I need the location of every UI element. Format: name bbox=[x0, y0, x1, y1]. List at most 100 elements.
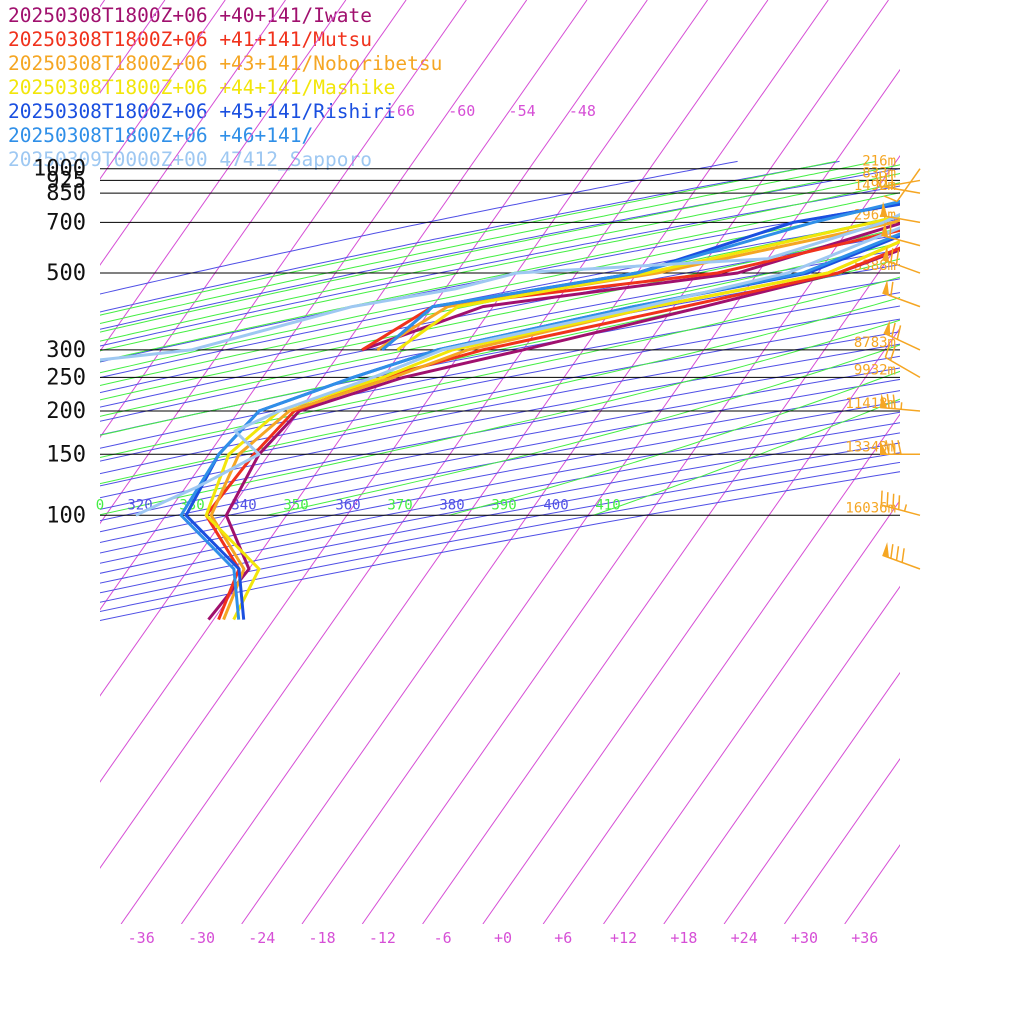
wind-barb bbox=[883, 320, 921, 351]
moist-adiabat-line bbox=[592, 398, 900, 516]
dry-adiabat-line bbox=[100, 343, 900, 499]
dry-adiabat-line bbox=[100, 305, 900, 462]
moist-adiabat-line bbox=[100, 160, 836, 316]
theta-label: 0 bbox=[96, 497, 104, 513]
wind-barb-staff bbox=[880, 179, 921, 189]
wind-barb bbox=[880, 393, 921, 412]
wind-barb bbox=[883, 168, 921, 203]
theta-label: 340 bbox=[231, 497, 256, 513]
isotherm-line bbox=[603, 499, 900, 924]
isobars bbox=[100, 168, 900, 516]
wind-barb-staff bbox=[881, 234, 921, 247]
wind-barb-flag bbox=[901, 548, 905, 563]
dewpoint-line bbox=[396, 214, 900, 352]
isotherm-line bbox=[663, 585, 900, 924]
moist-adiabat-line bbox=[100, 276, 900, 459]
wind-barb-flag bbox=[874, 173, 882, 188]
height-label: 833m bbox=[862, 165, 896, 181]
wind-barb bbox=[874, 173, 921, 189]
moist-adiabat-line bbox=[100, 160, 877, 325]
dry-adiabat-line bbox=[100, 264, 900, 422]
wind-barb-flag bbox=[897, 440, 902, 455]
height-label: 8783m bbox=[854, 335, 896, 351]
wind-barb-pennant bbox=[882, 279, 889, 296]
isotherm-line bbox=[844, 844, 900, 924]
temperature-tick-label: +30 bbox=[791, 929, 818, 947]
wind-barb-half-flag bbox=[900, 402, 903, 410]
dewpoint-line bbox=[100, 212, 900, 362]
wind-barb-pennant bbox=[880, 201, 888, 217]
wind-barb-staff bbox=[884, 356, 921, 379]
isotherm-line bbox=[482, 327, 900, 924]
moist-adiabat-line bbox=[100, 214, 900, 386]
wind-barb-staff bbox=[880, 185, 921, 194]
pressure-label: 500 bbox=[46, 261, 86, 286]
theta-label: 390 bbox=[491, 497, 516, 513]
pressure-label: 100 bbox=[46, 503, 86, 528]
wind-barb-flag bbox=[880, 490, 883, 505]
height-label: 1492m bbox=[854, 178, 896, 194]
wind-barb-flag bbox=[885, 440, 890, 455]
wind-barb-pennant bbox=[880, 393, 888, 409]
wind-barb-flag bbox=[890, 248, 894, 263]
moist-adiabat-line bbox=[100, 297, 900, 485]
dry-adiabat-line bbox=[100, 202, 900, 363]
wind-barb bbox=[884, 343, 921, 379]
temperature-tick-label: +12 bbox=[610, 929, 637, 947]
isotherm-line bbox=[100, 0, 588, 697]
wind-barb-flag bbox=[886, 393, 890, 409]
isotherm-line bbox=[723, 671, 900, 924]
wind-barb-flag bbox=[896, 325, 902, 340]
isotherm-line bbox=[100, 0, 467, 525]
legend-entry: 20250308T1800Z+06 +41+141/Mutsu bbox=[8, 28, 372, 51]
dewpoint-line bbox=[361, 221, 900, 352]
isotherm-line bbox=[361, 154, 900, 924]
legend-entry: 20250308T1800Z+06 +43+141/Noboribetsu bbox=[8, 52, 443, 75]
wind-barb bbox=[880, 490, 921, 517]
wind-barb-staff bbox=[882, 292, 921, 308]
height-label: 216m bbox=[862, 154, 896, 170]
wind-barb-flag bbox=[889, 223, 892, 238]
dry-adiabat-line bbox=[100, 367, 900, 522]
wind-barb bbox=[881, 221, 921, 247]
wind-barb-flag bbox=[890, 281, 894, 297]
temperature-line bbox=[135, 226, 900, 517]
axis-labels: 100150200250300500700850925100016036m133… bbox=[33, 102, 896, 947]
series-6 bbox=[100, 212, 900, 517]
temperature-tick-label: +18 bbox=[670, 929, 697, 947]
moist-adiabat-line bbox=[100, 202, 900, 374]
temperature-tick-label: +36 bbox=[851, 929, 878, 947]
pressure-label: 925 bbox=[46, 168, 86, 193]
wind-barb-pennant bbox=[882, 246, 889, 262]
isotherms bbox=[100, 0, 900, 924]
wind-barb-staff bbox=[882, 258, 921, 274]
legend: 20250308T1800Z+06 +40+141/Iwate 20250308T… bbox=[8, 4, 442, 172]
temperature-tick-label: -24 bbox=[248, 929, 275, 947]
dry-adiabat-line bbox=[100, 355, 900, 510]
wind-barb-flag bbox=[891, 440, 896, 455]
moist-adiabat-line bbox=[100, 182, 900, 352]
wind-barb-staff bbox=[896, 168, 921, 202]
series-5 bbox=[179, 199, 900, 620]
dewpoint-line bbox=[381, 199, 900, 352]
isotherm-line bbox=[100, 0, 347, 353]
wind-barb-staff bbox=[882, 554, 921, 570]
wind-barb-flag bbox=[895, 250, 900, 265]
temperature-tick-label: -6 bbox=[434, 929, 452, 947]
theta-label: 400 bbox=[543, 497, 568, 513]
pressure-label: 1000 bbox=[33, 157, 86, 182]
wind-barb-staff bbox=[883, 332, 921, 351]
wind-barb-flag bbox=[895, 546, 900, 561]
theta-label: 370 bbox=[387, 497, 412, 513]
temperature-tick-label: -36 bbox=[128, 929, 155, 947]
dry-adiabat-line bbox=[100, 168, 900, 330]
series-2 bbox=[209, 218, 900, 621]
wind-barb-pennant bbox=[883, 320, 891, 336]
pressure-label: 850 bbox=[46, 181, 86, 206]
wind-barb-flag bbox=[884, 343, 891, 358]
wind-barb-flag bbox=[889, 346, 896, 361]
legend-entry: 20250308T1800Z+06 +46+141/ bbox=[8, 124, 314, 147]
pressure-label: 200 bbox=[46, 399, 86, 424]
wind-barb-flag bbox=[890, 544, 894, 559]
isotherm-line bbox=[180, 0, 829, 924]
